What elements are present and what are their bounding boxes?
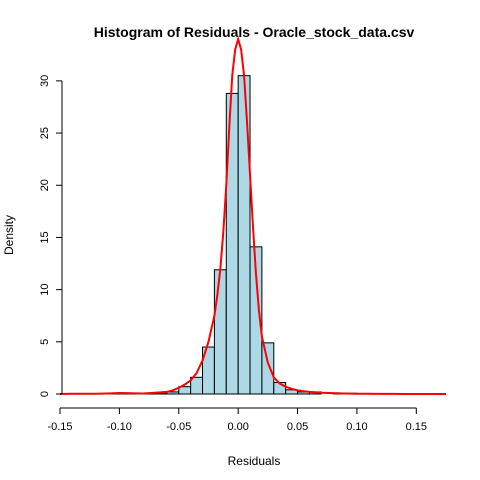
x-axis: -0.15 -0.10 -0.05 0.00 0.05 0.10 0.15 (47, 407, 427, 433)
y-axis: 0 5 10 15 20 25 30 (39, 75, 63, 397)
x-tick-label: 0.05 (287, 421, 308, 433)
y-tick-label: 30 (39, 75, 51, 87)
histogram-bars (71, 75, 358, 395)
x-tick-label: -0.05 (166, 421, 191, 433)
histogram-bar (249, 246, 263, 395)
x-tick-label: -0.10 (107, 421, 132, 433)
y-tick-label: 10 (39, 284, 51, 296)
chart-title: Histogram of Residuals - Oracle_stock_da… (94, 24, 415, 40)
y-axis-label: Density (2, 215, 16, 255)
y-tick-label: 0 (39, 391, 51, 397)
x-tick-label: 0.15 (406, 421, 427, 433)
density-curve (59, 35, 446, 395)
y-tick-label: 15 (39, 231, 51, 243)
x-tick-label: -0.15 (47, 421, 72, 433)
histogram-bar (237, 75, 251, 395)
y-tick-label: 5 (39, 339, 51, 345)
y-tick-label: 25 (39, 127, 51, 139)
histogram-bar (261, 342, 275, 395)
histogram-bar (213, 269, 227, 395)
x-tick-label: 0.10 (346, 421, 367, 433)
x-axis-label: Residuals (228, 454, 281, 468)
y-tick-label: 20 (39, 179, 51, 191)
x-tick-label: 0.00 (227, 421, 248, 433)
